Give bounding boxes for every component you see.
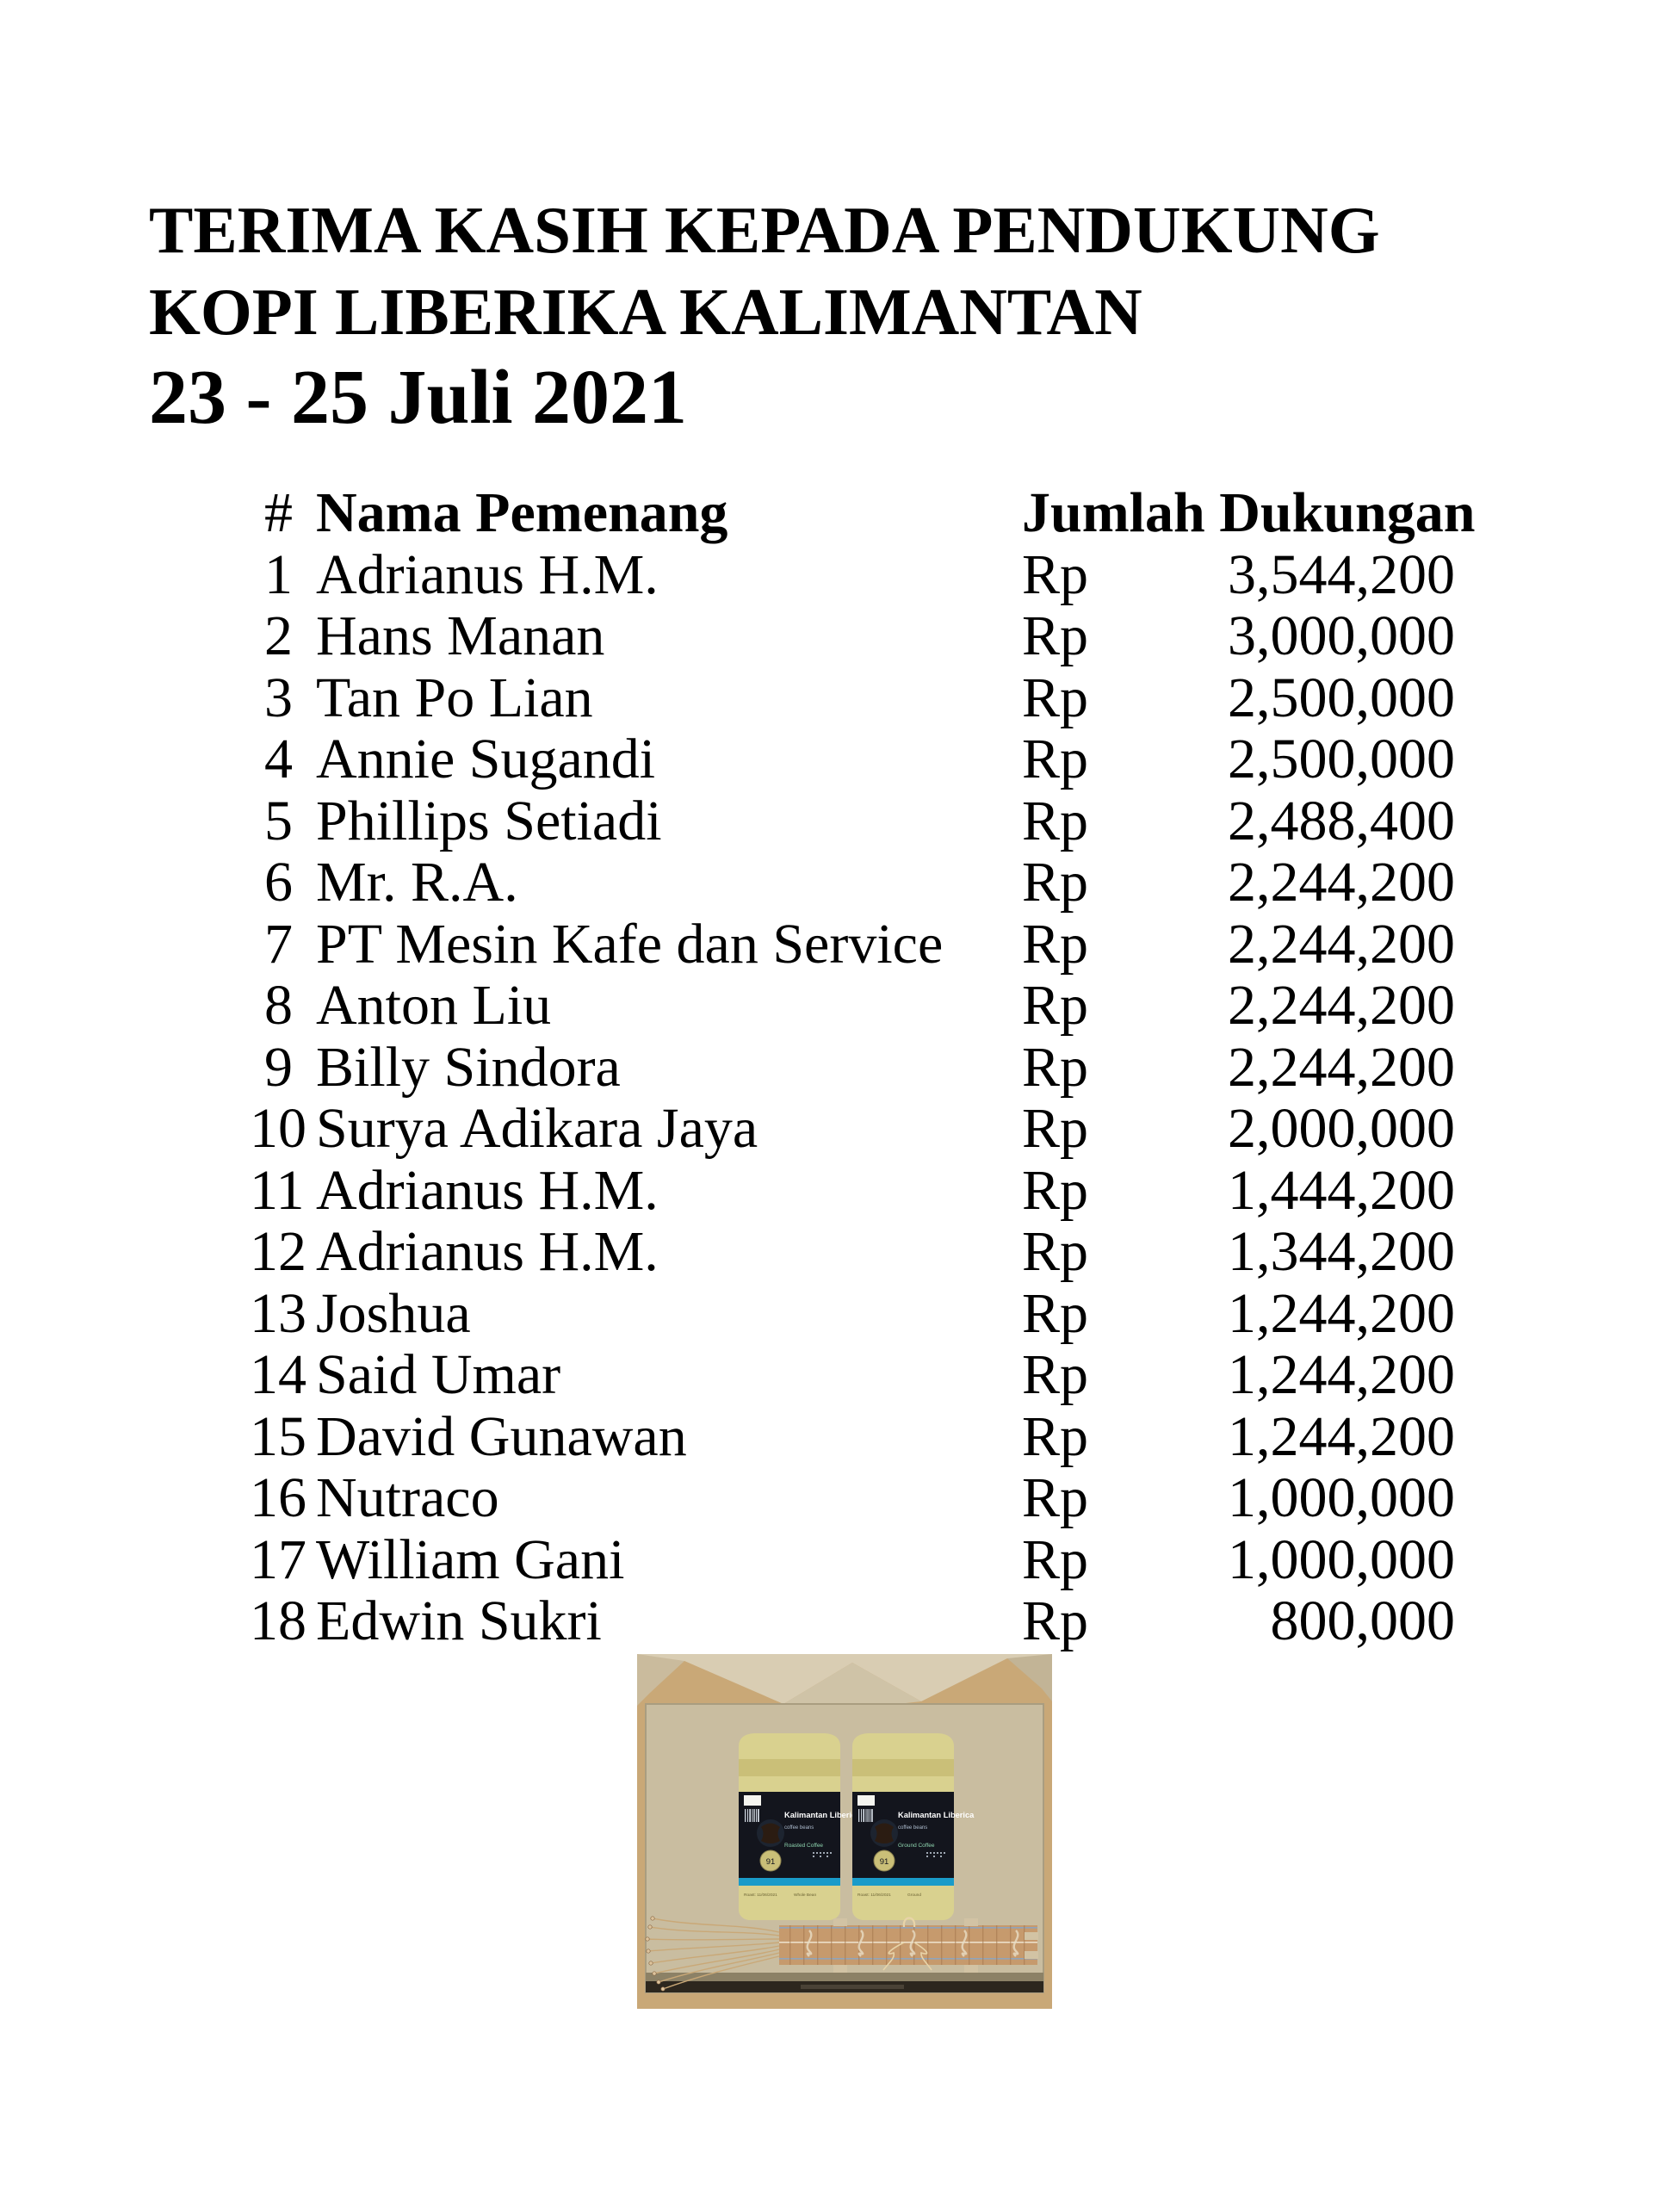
svg-text:Kalimantan Liberica: Kalimantan Liberica xyxy=(898,1811,975,1819)
svg-text:Roast: 11/06/2021: Roast: 11/06/2021 xyxy=(857,1893,891,1898)
svg-text:Ground Coffee: Ground Coffee xyxy=(898,1843,935,1849)
svg-text:Roast: 11/06/2021: Roast: 11/06/2021 xyxy=(744,1893,777,1898)
svg-text:Kalimantan Liberica: Kalimantan Liberica xyxy=(784,1811,861,1819)
svg-text:Ground: Ground xyxy=(907,1893,921,1898)
svg-text:coffee beans: coffee beans xyxy=(898,1825,927,1831)
svg-text:91: 91 xyxy=(766,1857,776,1867)
svg-text:coffee beans: coffee beans xyxy=(784,1825,814,1831)
svg-text:Whole Bean: Whole Bean xyxy=(794,1893,816,1898)
svg-text:Roasted Coffee: Roasted Coffee xyxy=(784,1843,823,1849)
svg-text:91: 91 xyxy=(880,1857,889,1867)
